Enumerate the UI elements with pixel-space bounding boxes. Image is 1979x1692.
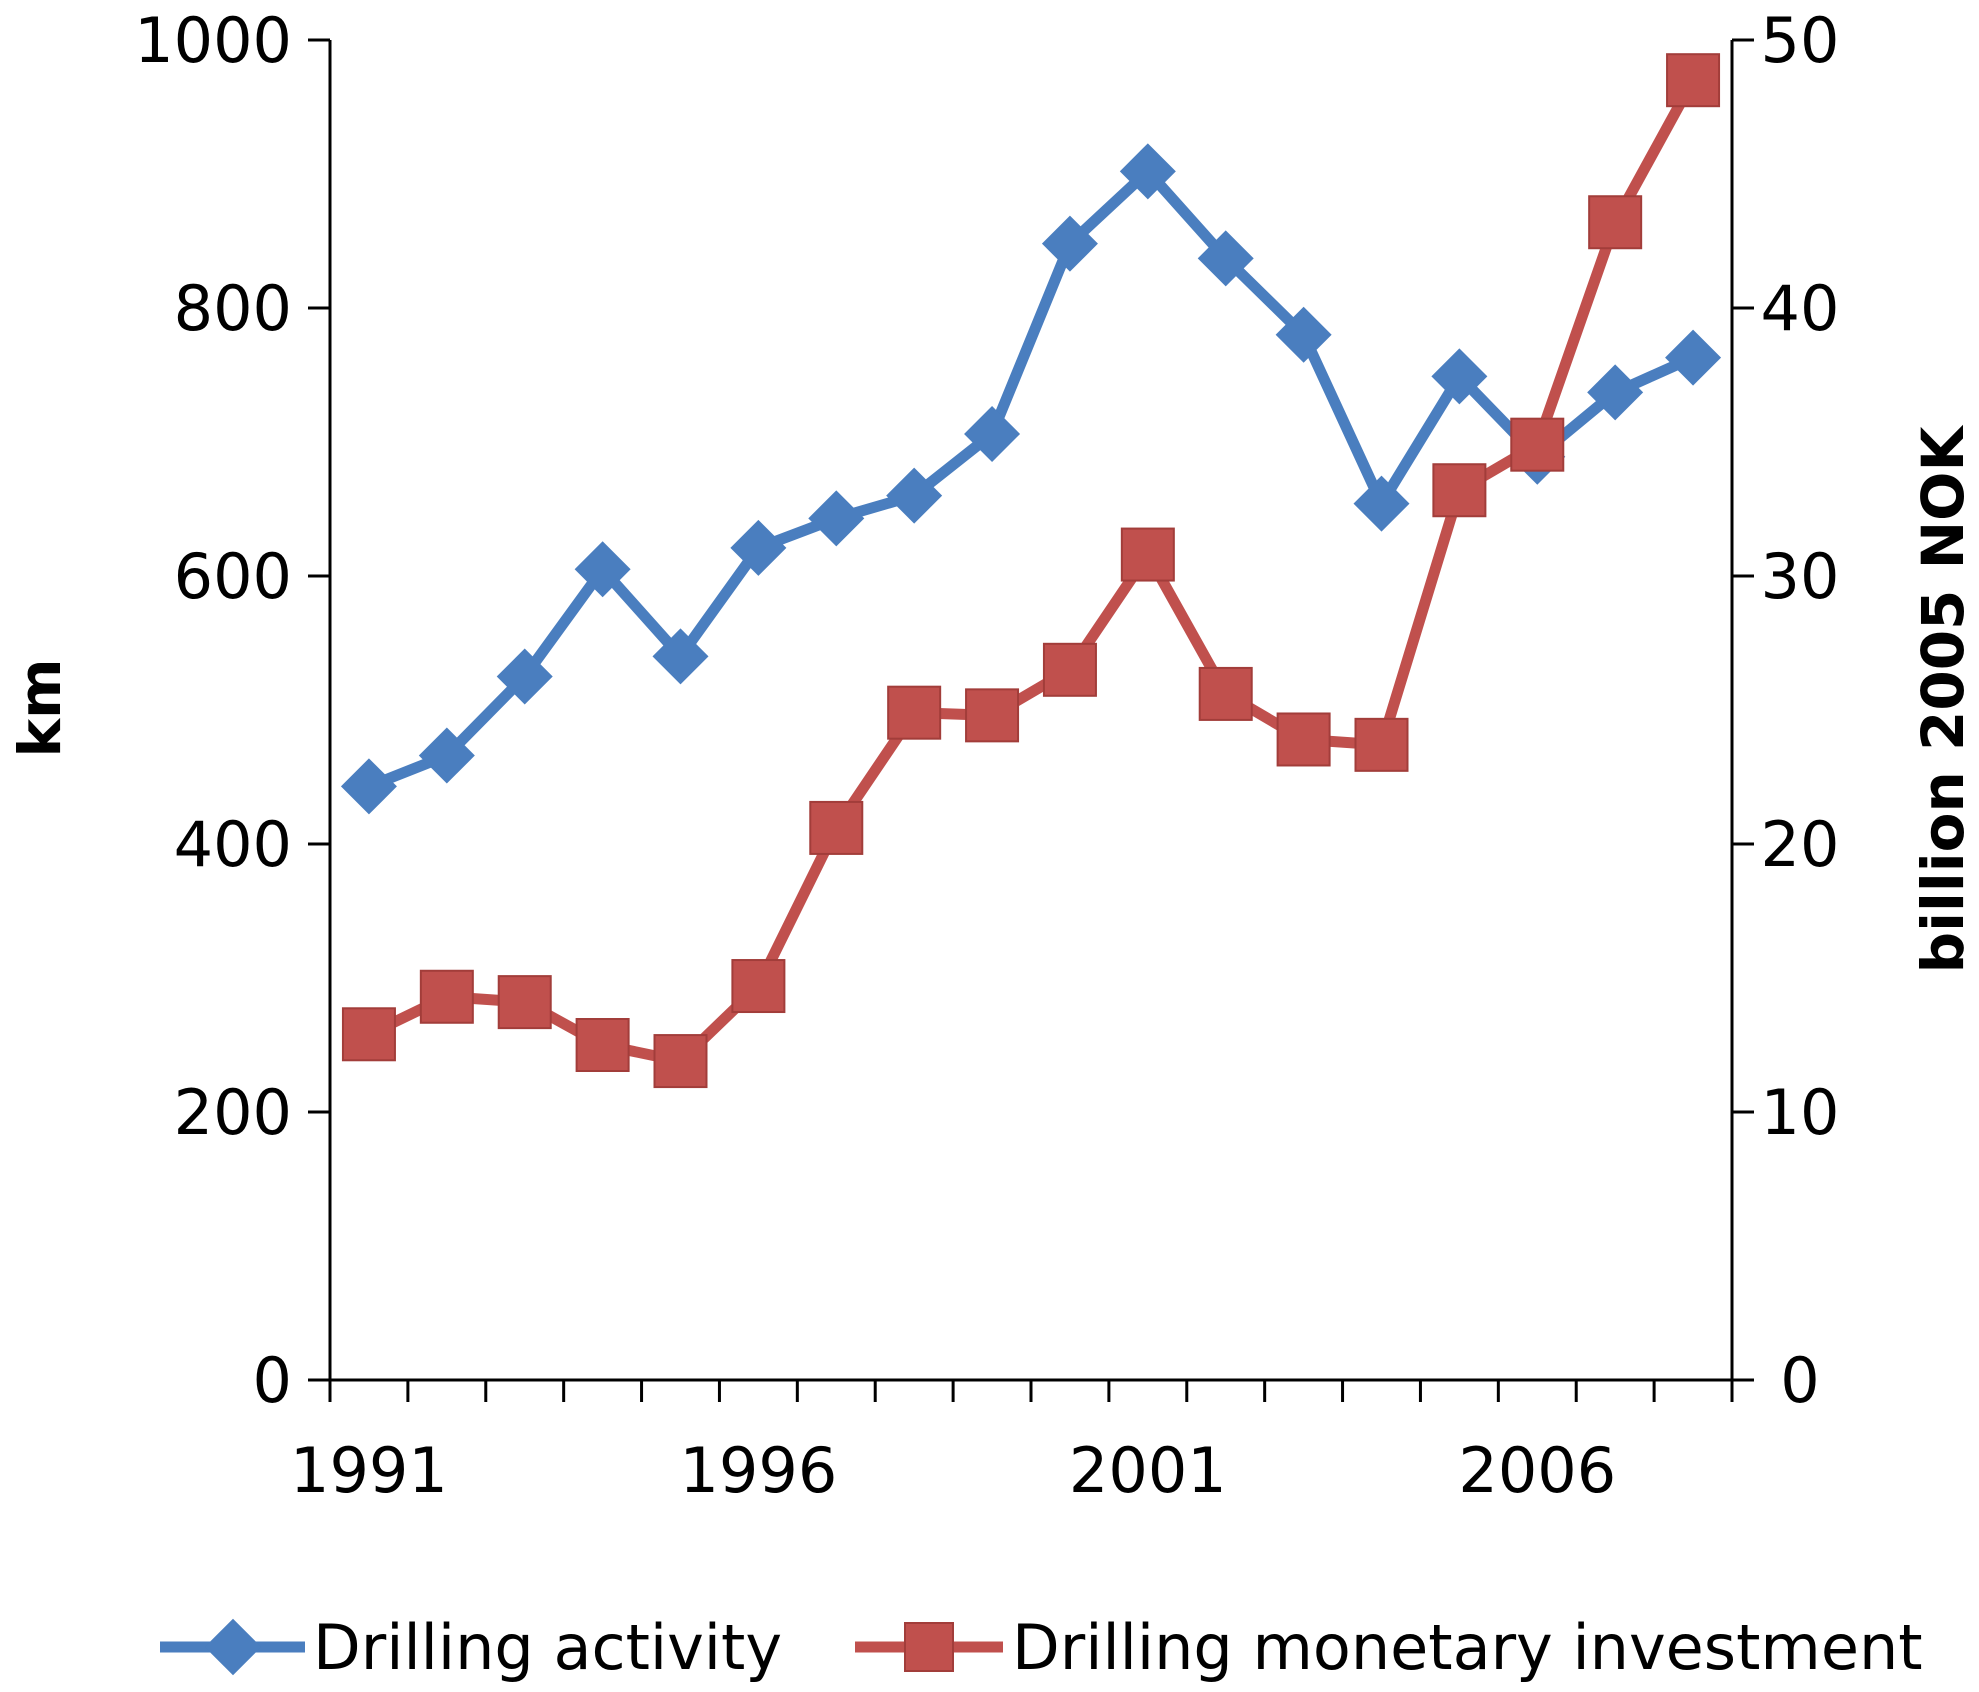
data-point-diamond: [1275, 306, 1332, 363]
data-point-diamond: [886, 467, 943, 524]
x-tick-label: 1991: [290, 1434, 448, 1507]
data-point-square: [1432, 463, 1487, 518]
data-point-diamond: [574, 541, 631, 598]
data-point-diamond: [1431, 348, 1488, 405]
data-point-diamond: [808, 490, 865, 547]
data-point-diamond: [730, 519, 787, 576]
y-axis-title-right: billion 2005 NOK: [1909, 425, 1977, 974]
legend-label-drilling-investment: Drilling monetary investment: [1012, 1611, 1923, 1684]
right-y-tick-label: 0: [1780, 1344, 1819, 1417]
legend-marker-square: [904, 1622, 954, 1672]
data-point-diamond: [340, 758, 397, 815]
data-point-diamond: [418, 727, 475, 784]
series-drilling-investment: [341, 53, 1721, 1089]
data-point-diamond: [964, 405, 1021, 462]
axes: [328, 40, 1734, 1382]
data-point-square: [887, 685, 942, 740]
data-point-diamond: [652, 628, 709, 685]
left-y-tick-label: 0: [253, 1344, 292, 1417]
data-point-square: [809, 800, 864, 855]
right-y-ticks: 0 10 20 30 40 50: [1732, 4, 1839, 1417]
data-point-diamond: [1197, 230, 1254, 287]
left-y-ticks: 0 200 400 600 800 1000: [134, 4, 330, 1417]
left-y-tick-label: 200: [174, 1076, 292, 1149]
data-point-square: [1588, 195, 1643, 250]
data-point-square: [653, 1034, 708, 1089]
data-point-square: [1042, 642, 1097, 697]
right-y-tick-label: 10: [1761, 1076, 1840, 1149]
x-tick-label: 2006: [1458, 1434, 1616, 1507]
right-y-tick-label: 30: [1761, 540, 1840, 613]
series-layer: [340, 53, 1722, 1089]
data-point-square: [497, 975, 552, 1030]
data-point-diamond: [1587, 364, 1644, 421]
right-y-tick-label: 40: [1761, 272, 1840, 345]
data-point-square: [1198, 666, 1253, 721]
data-point-square: [419, 969, 474, 1024]
right-y-tick-label: 20: [1761, 808, 1840, 881]
x-ticks: 1991 1996 2001 2006: [290, 1380, 1734, 1507]
data-point-square: [1510, 417, 1565, 472]
data-point-diamond: [1119, 143, 1176, 200]
data-point-square: [731, 959, 786, 1014]
series-line: [366, 77, 1698, 1067]
left-y-tick-label: 400: [174, 808, 292, 881]
legend-marker-diamond: [204, 1618, 262, 1676]
data-point-diamond: [1665, 329, 1722, 386]
data-point-square: [1120, 527, 1175, 582]
left-y-tick-label: 800: [174, 272, 292, 345]
legend-item-drilling-activity: Drilling activity: [160, 1611, 782, 1684]
data-point-diamond: [1041, 215, 1098, 272]
x-tick-label: 2001: [1069, 1434, 1227, 1507]
data-point-diamond: [496, 648, 553, 705]
data-point-square: [1666, 53, 1721, 108]
left-y-tick-label: 1000: [134, 4, 292, 77]
legend-label-drilling-activity: Drilling activity: [313, 1611, 782, 1684]
right-y-tick-label: 50: [1761, 4, 1840, 77]
data-point-square: [1354, 717, 1409, 772]
data-point-square: [341, 1007, 396, 1062]
data-point-square: [1276, 712, 1331, 767]
series-drilling-activity: [340, 143, 1722, 815]
left-y-tick-label: 600: [174, 540, 292, 613]
data-point-square: [575, 1018, 630, 1072]
data-point-square: [965, 688, 1020, 743]
x-tick-label: 1996: [679, 1434, 837, 1507]
legend-item-drilling-investment: Drilling monetary investment: [855, 1611, 1923, 1684]
legend: Drilling activity Drilling monetary inve…: [160, 1611, 1923, 1684]
data-point-diamond: [1353, 475, 1410, 532]
y-axis-title-left: km: [6, 658, 74, 757]
